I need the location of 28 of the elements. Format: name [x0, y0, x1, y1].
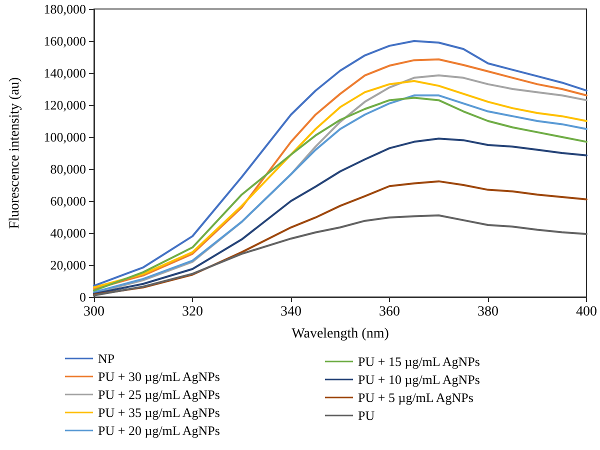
y-tick-label: 0 [80, 290, 86, 304]
legend-label: PU + 30 µg/mL AgNPs [98, 369, 220, 384]
x-tick-label: 360 [379, 304, 400, 320]
legend-label: PU + 15 µg/mL AgNPs [358, 354, 480, 369]
legend-label: PU [358, 408, 376, 423]
legend-label: PU + 5 µg/mL AgNPs [358, 390, 474, 405]
x-axis-title: Wavelength (nm) [292, 326, 390, 342]
y-tick-label: 80,000 [50, 162, 86, 176]
y-tick-label: 140,000 [44, 66, 86, 80]
legend-label: PU + 25 µg/mL AgNPs [98, 387, 220, 402]
y-tick-label: 180,000 [44, 2, 86, 16]
y-tick-label: 40,000 [50, 226, 86, 240]
y-tick-label: 120,000 [44, 98, 86, 112]
y-tick-label: 100,000 [44, 130, 86, 144]
legend-label: NP [98, 351, 115, 366]
x-tick-label: 400 [576, 304, 597, 320]
y-tick-label: 20,000 [50, 258, 86, 272]
line-series [93, 138, 588, 295]
x-tick-label: 300 [84, 304, 104, 320]
x-tick-label: 380 [478, 304, 498, 320]
y-tick-label: 60,000 [50, 194, 86, 208]
legend-label: PU + 20 µg/mL AgNPs [98, 423, 220, 438]
legend-label: PU + 35 µg/mL AgNPs [98, 405, 220, 420]
x-tick-label: 320 [182, 304, 203, 320]
y-tick-label: 160,000 [44, 34, 86, 48]
legend-label: PU + 10 µg/mL AgNPs [358, 372, 480, 387]
x-tick-label: 340 [280, 304, 302, 320]
y-axis-title: Fluorescence intensity (au) [8, 76, 22, 229]
